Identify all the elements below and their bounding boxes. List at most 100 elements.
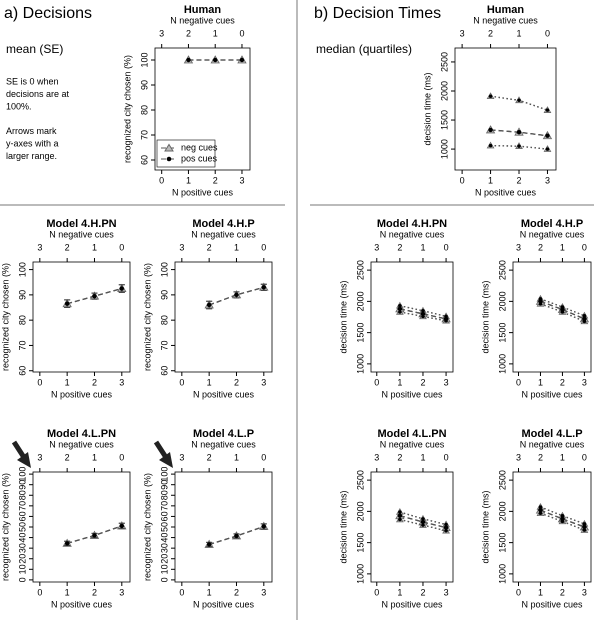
y-tick-label: 30: [159, 543, 169, 553]
y-tick-label: 1000: [355, 354, 365, 374]
x2-tick-label: 3: [159, 28, 164, 38]
y-tick-label: 80: [159, 315, 169, 325]
x2-tick-label: 1: [92, 452, 97, 462]
x-tick-label: 3: [261, 377, 266, 387]
x2-tick-label: 0: [582, 452, 587, 462]
x-tick-label: 1: [207, 377, 212, 387]
plot-frame: [370, 261, 454, 373]
y-axis-label: decision time (ms): [338, 280, 348, 353]
y-tick-label: 1000: [497, 354, 507, 374]
quartile-point: [421, 308, 425, 313]
y-tick-label: 2500: [355, 470, 365, 490]
x-tick-label: 2: [234, 587, 239, 597]
y-axis-label: recognized city chosen (%): [142, 263, 152, 371]
data-point: [261, 524, 267, 529]
x2-tick-label: 3: [37, 242, 42, 252]
quartile-point: [421, 517, 425, 521]
y-tick-label: 1500: [355, 533, 365, 553]
x-axis-label: N positive cues: [381, 599, 443, 609]
data-point: [420, 311, 426, 317]
x-tick-label: 3: [119, 587, 124, 597]
legend-marker: [164, 143, 174, 152]
y-tick-label: 2000: [497, 291, 507, 311]
quartile-point: [545, 147, 550, 151]
series-line: [208, 286, 264, 306]
x2-axis-label: N negative cues: [191, 439, 256, 449]
panel-subtitle: median (quartiles): [316, 42, 412, 56]
y-tick-label: 2000: [355, 291, 365, 311]
chart-title: Model 4.H.P: [521, 218, 583, 230]
y-tick-label: 70: [17, 501, 27, 511]
y-tick-label: 2000: [439, 81, 449, 101]
x2-tick-label: 2: [538, 242, 543, 252]
x-axis-label: N positive cues: [381, 389, 443, 399]
x2-tick-label: 2: [207, 242, 212, 252]
x-tick-label: 0: [374, 587, 379, 597]
x2-axis-label: N negative cues: [191, 229, 256, 239]
quartile-point: [398, 303, 402, 308]
x-tick-label: 2: [92, 587, 97, 597]
quartile-point: [444, 528, 448, 533]
x2-tick-label: 2: [186, 28, 191, 38]
quartile-point: [488, 94, 493, 98]
x2-tick-label: 2: [538, 452, 543, 462]
x2-tick-label: 1: [560, 242, 565, 252]
data-point: [92, 533, 97, 538]
y-tick-label: 90: [159, 480, 169, 490]
x2-tick-label: 3: [374, 242, 379, 252]
y-tick-label: 2000: [355, 501, 365, 521]
x2-tick-label: 0: [545, 28, 550, 38]
y-tick-label: 50: [17, 522, 27, 532]
x2-tick-label: 0: [261, 452, 266, 462]
x2-tick-label: 1: [234, 452, 239, 462]
chart-title: Model 4.H.P: [192, 218, 254, 230]
data-point: [239, 57, 245, 63]
x-tick-label: 2: [560, 377, 565, 387]
y-tick-label: 1500: [355, 323, 365, 343]
quartile-point: [398, 310, 402, 314]
y-tick-label: 2500: [355, 260, 365, 280]
y-tick-label: 90: [159, 290, 169, 300]
x-tick-label: 1: [186, 175, 191, 185]
y-tick-label: 90: [17, 290, 27, 300]
x2-tick-label: 1: [420, 452, 425, 462]
data-point: [206, 542, 212, 547]
x-tick-label: 1: [207, 587, 212, 597]
data-point: [560, 307, 565, 312]
x-tick-label: 2: [92, 377, 97, 387]
y-tick-label: 70: [17, 340, 27, 350]
y-tick-label: 70: [139, 130, 149, 140]
x-axis-label: N positive cues: [193, 599, 255, 609]
quartile-point: [560, 513, 565, 518]
chart-title: Model 4.H.PN: [377, 218, 447, 230]
x-axis-label: N positive cues: [521, 389, 583, 399]
plot-frame: [454, 47, 557, 171]
chart-title: Human: [487, 4, 525, 16]
data-point: [582, 524, 587, 530]
y-tick-label: 1000: [355, 564, 365, 584]
data-point: [582, 316, 587, 322]
x-tick-label: 3: [239, 175, 244, 185]
y-tick-label: 100: [139, 52, 149, 67]
y-tick-label: 40: [159, 533, 169, 543]
plot-frame: [32, 471, 131, 583]
quartile-point: [421, 523, 425, 527]
data-point: [234, 292, 239, 298]
x2-tick-label: 2: [397, 242, 402, 252]
y-tick-label: 90: [139, 80, 149, 90]
y-tick-label: 60: [139, 155, 149, 165]
y-tick-label: 20: [159, 554, 169, 564]
y-tick-label: 80: [17, 315, 27, 325]
data-point: [261, 285, 267, 290]
arrow-head: [159, 452, 173, 468]
y-tick-label: 2500: [497, 470, 507, 490]
x-tick-label: 3: [582, 587, 587, 597]
x2-axis-label: N negative cues: [49, 229, 114, 239]
y-tick-label: 100: [17, 467, 27, 482]
x2-axis-label: N negative cues: [520, 229, 585, 239]
y-tick-label: 0: [159, 577, 169, 582]
x-tick-label: 1: [488, 175, 493, 185]
x-tick-label: 2: [420, 377, 425, 387]
note: larger range.: [6, 151, 57, 161]
panel-subtitle: mean (SE): [6, 42, 63, 56]
